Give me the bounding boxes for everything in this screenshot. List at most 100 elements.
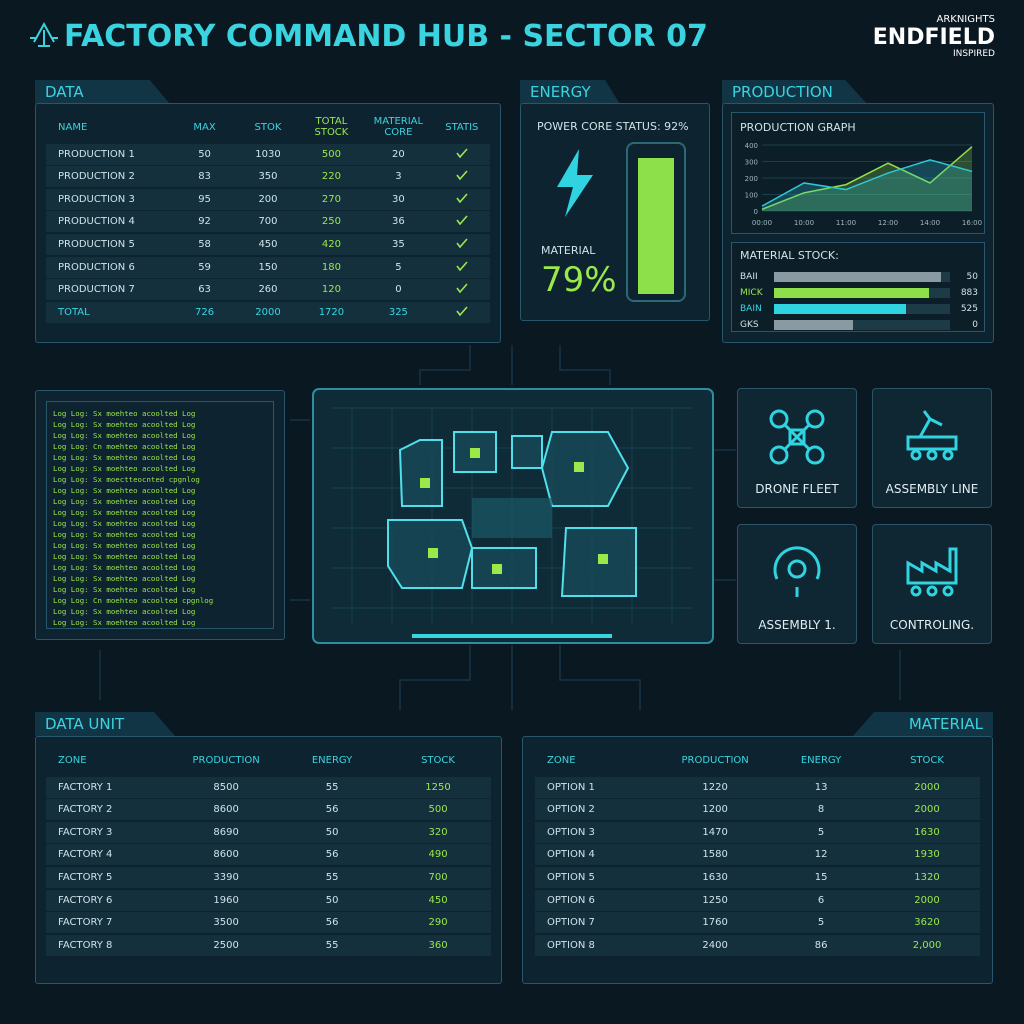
x-tick-label: 12:00 <box>878 219 898 227</box>
log-line: Log Log: Sx moehteo acoolted Log <box>53 409 196 418</box>
log-line: Log Log: Sx moectteocnted cpgnlog <box>53 475 200 484</box>
table-row: FACTORY 6 1960 50 450 <box>46 889 491 911</box>
table-cell: 1630 <box>702 871 728 883</box>
check-mark <box>456 148 468 158</box>
table-row: FACTORY 3 8690 50 320 <box>46 821 491 843</box>
table-cell: OPTION 6 <box>547 894 595 906</box>
status-check <box>456 238 468 249</box>
module-tile[interactable]: ASSEMBLY LINE <box>872 388 992 508</box>
log-line: Log Log: Sx moehteo acoolted Log <box>53 508 196 517</box>
table-cell: 325 <box>388 306 408 318</box>
table-row: FACTORY 4 8600 56 490 <box>46 844 491 866</box>
table-cell: FACTORY 7 <box>58 917 113 929</box>
column-header: PRODUCTION <box>681 754 749 766</box>
column-header: STOCK <box>421 754 455 766</box>
column-header: MAX <box>193 121 216 133</box>
table-cell: 200 <box>258 193 278 205</box>
table-cell: 56 <box>325 849 339 861</box>
brand: ENDFIELD <box>873 25 995 50</box>
table-row: FACTORY 2 8600 56 500 <box>46 799 491 821</box>
table-row: OPTION 1 1220 13 2000 <box>535 776 980 798</box>
stock-name: BAII <box>740 272 758 282</box>
x-tick-label: 11:00 <box>836 219 856 227</box>
log-line: Log Log: Sx moehteo acoolted Log <box>53 585 196 594</box>
data-unit-panel: ZONE PRODUCTION ENERGY STOCK FACTORY 1 8500 55… <box>35 736 502 984</box>
table-cell: OPTION 4 <box>547 849 595 861</box>
stock-title: MATERIAL STOCK: <box>740 249 839 262</box>
x-tick-label: 16:00 <box>962 219 982 227</box>
log-line: Log Log: Sx moehteo acoolted Log <box>53 574 196 583</box>
stock-value: 525 <box>960 304 978 314</box>
status-check <box>456 215 468 226</box>
stock-value: 883 <box>960 288 978 298</box>
energy-panel: POWER CORE STATUS: 92% MATERIAL 79% <box>520 103 710 321</box>
status-check <box>456 193 468 204</box>
module-tile[interactable]: CONTROLING. <box>872 524 992 644</box>
status-check <box>456 148 468 158</box>
table-cell: 290 <box>428 917 448 929</box>
column-header: MATERIAL CORE <box>373 116 424 138</box>
table-row: FACTORY 1 8500 55 1250 <box>46 776 491 798</box>
table-row: OPTION 2 1200 8 2000 <box>535 799 980 821</box>
table-cell: 55 <box>325 939 339 951</box>
table-cell: 3620 <box>914 917 940 929</box>
table-row: FACTORY 5 3390 55 700 <box>46 866 491 888</box>
log-line: Log Log: Cn moehteo acoolted Log <box>53 442 196 451</box>
table-cell: PRODUCTION 3 <box>58 193 135 205</box>
table-cell: OPTION 3 <box>547 826 595 838</box>
table-cell: 2000 <box>914 894 940 906</box>
module-icon <box>906 547 958 597</box>
table-cell: 1030 <box>255 148 281 160</box>
table-cell: PRODUCTION 1 <box>58 148 135 160</box>
table-row: OPTION 4 1580 12 1930 <box>535 844 980 866</box>
x-tick-label: 10:00 <box>794 219 814 227</box>
power-gauge <box>626 142 686 302</box>
table-cell: 35 <box>392 238 405 250</box>
table-cell: 360 <box>428 939 448 951</box>
table-cell: 55 <box>325 871 339 883</box>
brand-sub: INSPIRED <box>953 49 995 59</box>
y-tick-label: 400 <box>745 142 758 150</box>
table-row: PRODUCTION 7 63 260 120 0 <box>46 279 490 301</box>
table-cell: 6 <box>817 894 825 906</box>
panel-tab: ENERGY <box>520 80 620 104</box>
table-cell: FACTORY 1 <box>58 781 113 793</box>
table-row: OPTION 8 2400 86 2,000 <box>535 934 980 956</box>
table-row: OPTION 6 1250 6 2000 <box>535 889 980 911</box>
table-row: FACTORY 8 2500 55 360 <box>46 934 491 956</box>
table-cell: 2000 <box>255 306 281 318</box>
check-mark <box>456 283 468 294</box>
stock-track <box>774 320 950 330</box>
check-mark <box>456 170 468 181</box>
table-row: PRODUCTION 1 50 1030 500 20 <box>46 143 490 165</box>
table-cell: 8 <box>817 804 825 816</box>
material-label: MATERIAL <box>541 244 596 257</box>
module-tile[interactable]: ASSEMBLY 1. <box>737 524 857 644</box>
table-cell: 320 <box>428 826 448 838</box>
stock-track <box>774 272 950 282</box>
y-tick-label: 200 <box>745 175 758 183</box>
stock-name: GKS <box>740 320 759 330</box>
table-cell: 220 <box>321 171 341 183</box>
module-tile[interactable]: DRONE FLEET <box>737 388 857 508</box>
line <box>761 159 973 207</box>
log-line: Log Log: Sx moehteo acoolted Log <box>53 607 196 616</box>
panel-tab: DATA UNIT <box>35 712 175 736</box>
x-tick-label: 14:00 <box>920 219 940 227</box>
table-cell: 15 <box>814 871 828 883</box>
line <box>761 146 973 211</box>
brand-top: ARKNIGHTS <box>936 14 995 25</box>
table-cell: 150 <box>258 261 278 273</box>
stock-box: MATERIAL STOCK: BAII 50 MICK 883 BAIN 525 GKS 0 <box>731 242 985 332</box>
table-row: FACTORY 7 3500 56 290 <box>46 912 491 934</box>
table-cell: 20 <box>392 148 405 160</box>
table-row: OPTION 5 1630 15 1320 <box>535 866 980 888</box>
table-cell: 1960 <box>213 894 239 906</box>
data-table: NAME MAX STOK TOTAL STOCK MATERIAL CORE STATI… <box>46 112 490 323</box>
table-row: PRODUCTION 6 59 150 180 5 <box>46 256 490 278</box>
table-cell: 1720 <box>318 306 345 318</box>
table-cell: FACTORY 2 <box>58 804 113 816</box>
table-cell: 2400 <box>702 939 728 951</box>
